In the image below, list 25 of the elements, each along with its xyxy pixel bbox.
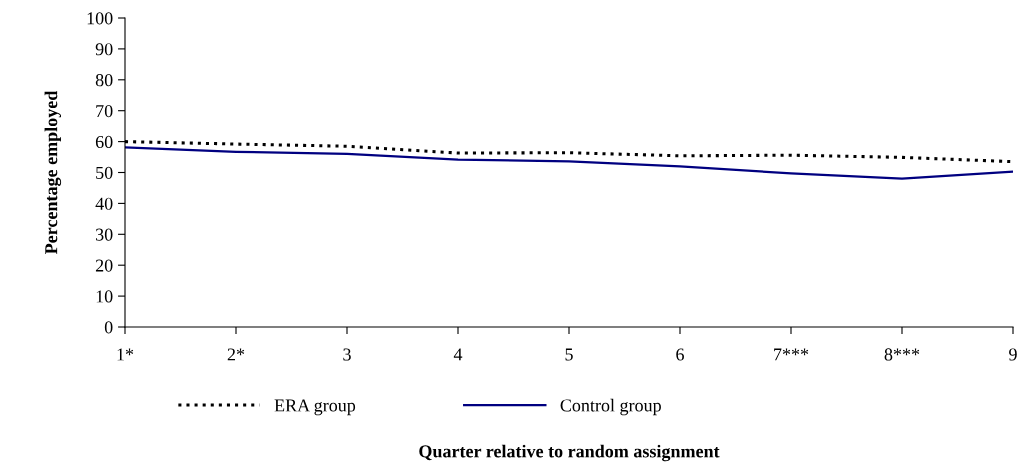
x-tick-label: 2* [227,348,245,361]
x-tick-label: 7*** [774,348,809,361]
x-tick-label: 4 [453,348,463,361]
y-tick-label: 100 [87,12,113,25]
y-tick-label: 70 [96,104,113,118]
y-tick-label: 90 [95,43,113,56]
x-tick-label: 9 [1009,348,1017,361]
y-tick-label: 60 [95,135,113,149]
x-tick-label: 8*** [884,348,920,361]
y-tick-label: 30 [96,228,113,241]
x-tick-label: 6 [676,348,684,361]
y-tick-label: 10 [96,290,113,303]
line-series [125,146,1013,180]
x-tick-label: 1* [117,348,134,361]
y-axis-title: Percentage employed [44,90,62,255]
x-tick-label: 5 [565,348,573,361]
x-axis-title: Quarter relative to random assignment [419,444,720,462]
x-tick-label: 3 [343,348,351,361]
y-tick-label: 20 [95,259,113,272]
legend-label: Control group [560,398,661,416]
y-tick-label: 0 [104,321,113,334]
y-tick-label: 40 [95,197,113,210]
legend-label: ERA group [274,399,356,416]
y-tick-label: 80 [95,74,113,87]
y-tick-label: 50 [96,166,113,179]
